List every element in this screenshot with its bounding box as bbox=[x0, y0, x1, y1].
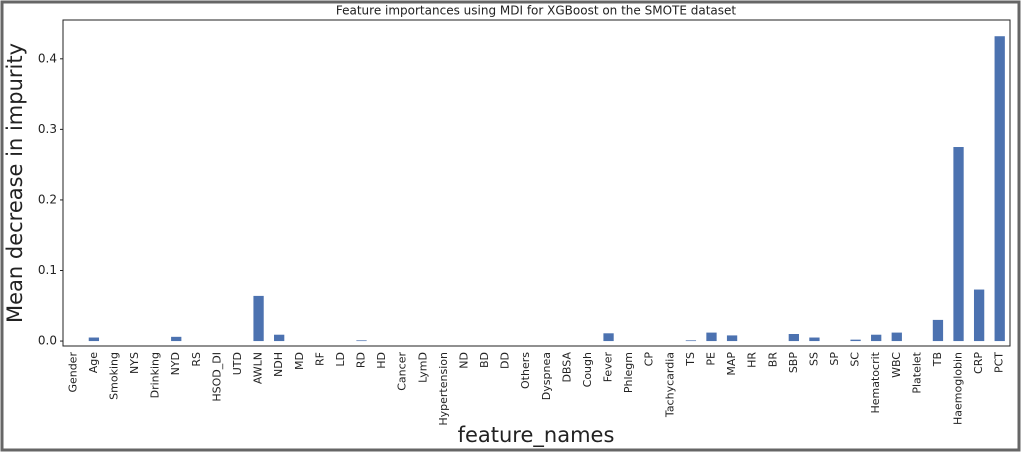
bar bbox=[973, 289, 985, 342]
x-tick-label: Gender bbox=[66, 352, 79, 393]
x-tick-label: HD bbox=[375, 352, 388, 369]
bar bbox=[171, 336, 182, 342]
x-tick-label: AWLN bbox=[252, 352, 265, 384]
x-tick-label: SP bbox=[828, 352, 841, 366]
bar bbox=[809, 337, 820, 342]
bar bbox=[994, 36, 1005, 342]
y-tick-label: 0.3 bbox=[38, 122, 57, 136]
x-tick-label: BD bbox=[478, 352, 491, 368]
x-tick-label: TS bbox=[684, 352, 697, 367]
x-tick-label: BR bbox=[766, 352, 779, 368]
bar bbox=[932, 319, 944, 342]
bar bbox=[88, 337, 100, 342]
x-tick-label: CRP bbox=[972, 352, 985, 374]
bar bbox=[685, 340, 697, 342]
x-tick-label: TB bbox=[931, 352, 944, 367]
x-tick-label: RD bbox=[355, 352, 368, 368]
x-tick-label: PE bbox=[704, 352, 717, 366]
bar bbox=[726, 335, 738, 342]
y-axis-label: Mean decrease in impurity bbox=[3, 43, 27, 323]
x-tick-label: PCT bbox=[993, 352, 1006, 373]
x-tick-label: LD bbox=[334, 352, 347, 367]
y-tick-label: 0.0 bbox=[38, 334, 57, 348]
x-tick-label: DBSA bbox=[560, 352, 573, 383]
bar bbox=[356, 340, 367, 342]
bar bbox=[603, 333, 614, 342]
bar bbox=[891, 332, 902, 342]
x-tick-label: RF bbox=[313, 352, 326, 366]
x-tick-label: Cancer bbox=[396, 352, 409, 391]
x-tick-label: Hypertension bbox=[437, 352, 450, 426]
x-tick-label: RS bbox=[190, 352, 203, 367]
x-tick-label: Hematocrit bbox=[869, 351, 882, 413]
y-tick-label: 0.2 bbox=[38, 192, 57, 206]
x-axis-label: feature_names bbox=[458, 423, 615, 448]
x-tick-label: Phlegm bbox=[622, 352, 635, 393]
bar bbox=[871, 334, 882, 342]
x-tick-label: Age bbox=[87, 352, 100, 374]
x-tick-label: Platelet bbox=[910, 351, 923, 393]
x-tick-label: DD bbox=[499, 352, 512, 369]
x-tick-label: CP bbox=[643, 352, 656, 367]
x-tick-label: UTD bbox=[231, 352, 244, 375]
bar bbox=[274, 334, 285, 342]
x-tick-label: SS bbox=[807, 352, 820, 366]
x-tick-label: MD bbox=[293, 352, 306, 370]
y-tick-label: 0.1 bbox=[38, 263, 57, 277]
x-tick-label: Tachycardia bbox=[663, 352, 676, 418]
y-tick-label: 0.4 bbox=[38, 51, 57, 65]
bar bbox=[788, 334, 799, 342]
x-tick-label: NYD bbox=[169, 352, 182, 375]
x-tick-label: SC bbox=[849, 352, 862, 367]
x-tick-label: HSOD_DI bbox=[210, 352, 223, 402]
x-tick-label: HR bbox=[746, 352, 759, 368]
x-tick-label: MAP bbox=[725, 352, 738, 376]
plot-area bbox=[62, 19, 1011, 347]
bar bbox=[253, 295, 264, 342]
x-tick-label: Others bbox=[519, 352, 532, 389]
x-tick-label: Drinking bbox=[149, 352, 162, 398]
bar bbox=[953, 147, 964, 342]
x-tick-label: Smoking bbox=[107, 352, 120, 400]
x-tick-label: LymD bbox=[416, 352, 429, 383]
bar bbox=[706, 332, 717, 342]
x-tick-label: WBC bbox=[890, 352, 903, 378]
x-tick-label: ND bbox=[457, 352, 470, 369]
bar bbox=[850, 339, 861, 342]
chart-title: Feature importances using MDI for XGBoos… bbox=[336, 4, 737, 18]
x-tick-label: SBP bbox=[787, 352, 800, 374]
x-tick-label: Haemoglobin bbox=[952, 352, 965, 425]
x-tick-label: NDH bbox=[272, 352, 285, 377]
x-tick-label: Cough bbox=[581, 352, 594, 387]
x-tick-label: Dyspnea bbox=[540, 352, 553, 400]
x-tick-label: Fever bbox=[602, 352, 615, 383]
x-tick-label: NYS bbox=[128, 352, 141, 374]
